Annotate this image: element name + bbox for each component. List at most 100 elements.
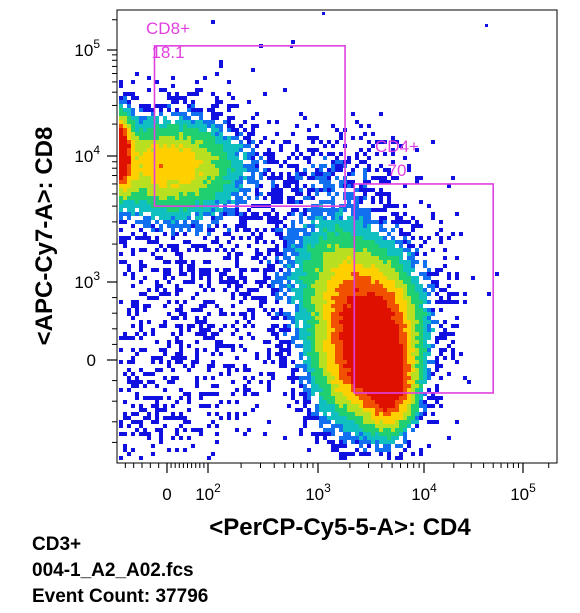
density-cell: [351, 240, 355, 244]
density-cell: [327, 340, 331, 344]
density-cell: [239, 236, 243, 240]
density-cell: [363, 268, 367, 272]
density-cell: [243, 144, 247, 148]
density-cell: [375, 436, 379, 440]
density-cell: [335, 372, 339, 376]
density-cell: [191, 276, 195, 280]
density-cell: [347, 428, 351, 432]
density-cell: [423, 336, 427, 340]
density-cell: [143, 348, 147, 352]
density-cell: [299, 252, 303, 256]
density-cell: [171, 168, 175, 172]
density-cell: [322, 12, 325, 15]
density-cell: [403, 312, 407, 316]
density-cell: [235, 212, 239, 216]
density-cell: [311, 256, 315, 260]
density-cell: [359, 352, 363, 356]
density-cell: [147, 144, 151, 148]
density-cell: [207, 124, 211, 128]
density-cell: [299, 332, 303, 336]
density-cell: [187, 156, 191, 160]
density-cell: [315, 124, 319, 128]
density-cell: [279, 232, 283, 236]
density-cell: [375, 300, 379, 304]
density-cell: [335, 256, 339, 260]
density-cell: [135, 200, 139, 204]
density-cell: [303, 280, 307, 284]
density-cell: [211, 140, 215, 144]
density-cell: [367, 388, 371, 392]
density-cell: [279, 188, 283, 192]
density-cell: [395, 268, 399, 272]
density-cell: [303, 264, 307, 268]
density-cell: [387, 168, 391, 172]
density-cell: [127, 148, 131, 152]
density-cell: [143, 220, 147, 224]
density-cell: [271, 376, 275, 380]
density-cell: [335, 292, 339, 296]
density-cell: [407, 268, 411, 272]
density-cell: [383, 240, 387, 244]
density-cell: [239, 292, 243, 296]
density-cell: [355, 352, 359, 356]
density-cell: [315, 312, 319, 316]
density-cell: [131, 152, 135, 156]
density-cell: [363, 312, 367, 316]
density-cell: [351, 388, 355, 392]
population-name: CD3+: [32, 534, 82, 555]
density-cell: [183, 420, 187, 424]
density-cell: [299, 380, 303, 384]
density-cell: [287, 324, 291, 328]
density-cell: [371, 144, 375, 148]
density-cell: [231, 96, 235, 100]
density-cell: [367, 288, 371, 292]
density-cell: [183, 160, 187, 164]
density-cell: [319, 348, 323, 352]
density-cell: [347, 316, 351, 320]
density-cell: [411, 320, 415, 324]
density-cell: [427, 284, 431, 288]
density-cell: [131, 92, 135, 96]
density-cell: [383, 216, 387, 220]
density-cell: [123, 116, 127, 120]
density-cell: [447, 296, 451, 300]
density-cell: [355, 280, 359, 284]
density-cell: [155, 236, 159, 240]
density-cell: [163, 120, 167, 124]
density-cell: [355, 264, 359, 268]
density-cell: [395, 272, 399, 276]
density-cell: [383, 372, 387, 376]
density-cell: [347, 408, 351, 412]
density-cell: [131, 212, 135, 216]
density-cell: [443, 248, 447, 252]
density-cell: [219, 124, 223, 128]
density-cell: [415, 368, 419, 372]
density-cell: [295, 292, 299, 296]
density-cell: [439, 352, 443, 356]
density-cell: [235, 144, 239, 148]
density-cell: [255, 144, 259, 148]
density-cell: [267, 252, 271, 256]
density-cell: [159, 140, 163, 144]
density-cell: [403, 324, 407, 328]
density-cell: [315, 316, 319, 320]
density-cell: [407, 380, 411, 384]
density-cell: [379, 244, 383, 248]
density-cell: [403, 420, 407, 424]
density-cell: [415, 308, 419, 312]
density-cell: [211, 144, 215, 148]
density-cell: [179, 120, 183, 124]
density-cell: [251, 212, 255, 216]
density-cell: [355, 396, 359, 400]
density-cell: [351, 356, 355, 360]
density-cell: [259, 284, 263, 288]
density-cell: [419, 312, 423, 316]
density-cell: [319, 336, 323, 340]
density-cell: [131, 176, 135, 180]
density-cell: [371, 312, 375, 316]
density-cell: [331, 280, 335, 284]
density-cell: [375, 376, 379, 380]
density-cell: [271, 308, 275, 312]
density-cell: [387, 300, 391, 304]
density-cell: [295, 144, 299, 148]
